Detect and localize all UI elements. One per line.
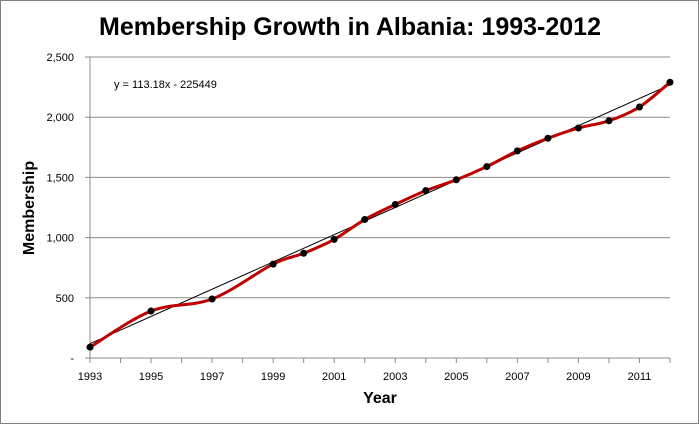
data-point-2010 <box>605 117 613 125</box>
x-tick-label-2: 1997 <box>200 371 224 383</box>
x-tick-label-3: 1999 <box>261 371 285 383</box>
data-point-1997 <box>208 295 216 303</box>
data-point-2009 <box>574 124 582 132</box>
trendline <box>89 84 671 345</box>
data-point-2011 <box>635 103 643 111</box>
x-tick-label-7: 2007 <box>505 371 529 383</box>
chart-title: Membership Growth in Albania: 1993-2012 <box>99 13 601 41</box>
y-tick-label-1: 500 <box>56 293 74 305</box>
data-point-2005 <box>452 176 460 184</box>
data-point-2004 <box>422 187 430 195</box>
y-tick-label-5: 2,500 <box>46 52 74 64</box>
x-tick-label-5: 2003 <box>383 371 407 383</box>
data-point-2006 <box>483 163 491 171</box>
data-point-2012 <box>666 78 674 86</box>
data-point-1993 <box>86 343 94 351</box>
data-point-2002 <box>361 216 369 224</box>
data-point-2001 <box>330 235 338 243</box>
x-tick-label-1: 1995 <box>139 371 163 383</box>
data-point-2008 <box>544 134 552 142</box>
x-axis-title: Year <box>363 390 397 407</box>
y-axis-title: Membership <box>21 161 38 255</box>
data-point-2000 <box>300 249 308 257</box>
x-tick-label-8: 2009 <box>566 371 590 383</box>
x-tick-label-0: 1993 <box>78 371 102 383</box>
data-point-1999 <box>269 260 277 268</box>
x-tick-label-4: 2001 <box>322 371 346 383</box>
y-tick-label-3: 1,500 <box>46 172 74 184</box>
y-tick-label-4: 2,000 <box>46 112 74 124</box>
x-tick-label-9: 2011 <box>628 371 652 383</box>
trendline-equation-label: y = 113.18x - 225449 <box>114 79 217 91</box>
data-point-1995 <box>147 307 155 315</box>
x-tick-label-6: 2005 <box>444 371 468 383</box>
y-tick-label-2: 1,000 <box>46 233 74 245</box>
plot-area: - 500 1,000 1,500 2,000 2,500 1993 1995 1997 1999… <box>46 52 674 383</box>
data-point-2007 <box>513 147 521 155</box>
y-tick-label-0: - <box>70 353 74 365</box>
data-point-2003 <box>391 200 399 208</box>
